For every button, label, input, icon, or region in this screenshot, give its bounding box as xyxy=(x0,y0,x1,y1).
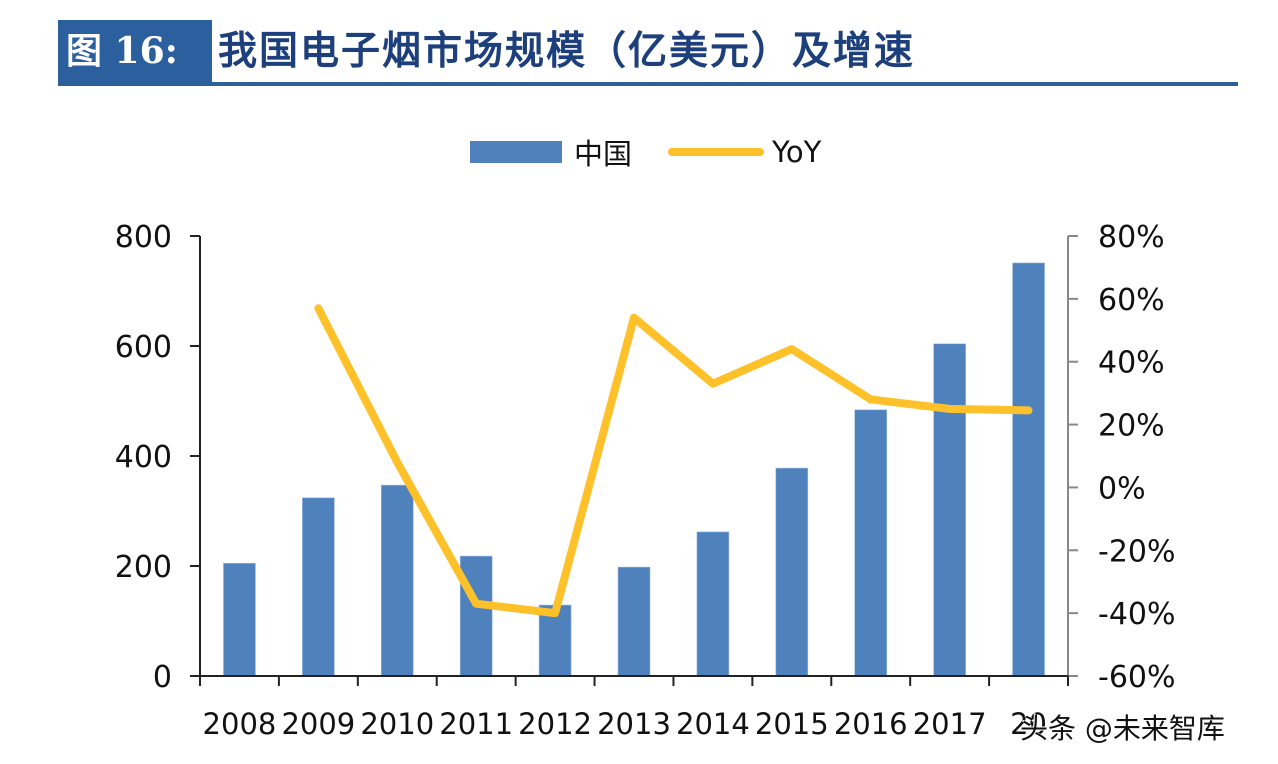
right-axis-tick-label: 60% xyxy=(1098,283,1165,318)
title-underline xyxy=(58,82,1238,86)
x-axis-tick-label: 2013 xyxy=(597,707,671,741)
right-y-axis: -60% -40% -20% 0% 20% 40% 60% 80% xyxy=(1067,220,1176,695)
x-axis-tick-label: 2008 xyxy=(203,707,277,741)
bar-2010 xyxy=(380,484,414,677)
line-series xyxy=(314,304,1033,618)
legend-bar-swatch xyxy=(470,141,562,163)
right-axis-tick-label: 40% xyxy=(1098,346,1165,381)
bar-2009 xyxy=(302,497,335,677)
legend-bar-label: 中国 xyxy=(574,137,633,171)
right-axis-tick-label: -60% xyxy=(1098,660,1176,695)
right-axis-tick-label: 80% xyxy=(1098,220,1165,255)
right-axis-tick-label: 0% xyxy=(1098,471,1146,506)
bar-2018 xyxy=(1012,262,1045,677)
left-axis-tick-label: 800 xyxy=(115,220,172,255)
left-axis-tick-label: 600 xyxy=(115,330,172,365)
x-axis-tick-label: 2014 xyxy=(676,707,750,741)
x-axis-tick-label: 2016 xyxy=(834,707,908,741)
left-y-axis: 0 200 400 600 800 xyxy=(115,220,201,695)
bar-2011 xyxy=(459,555,493,677)
right-axis-tick-label: -40% xyxy=(1098,597,1176,632)
left-axis-tick-label: 0 xyxy=(153,660,172,695)
right-axis-tick-label: 20% xyxy=(1098,409,1165,444)
x-axis-tick-label: 20 xyxy=(1010,707,1047,741)
right-axis-tick-label: -20% xyxy=(1098,534,1176,569)
x-axis-tick-label: 2012 xyxy=(518,707,592,741)
bar-2013 xyxy=(617,566,651,677)
legend-line-swatch xyxy=(668,148,765,156)
x-axis: 2008 2009 2010 2011 2012 2013 2014 2015 2016 2017… xyxy=(190,675,1069,741)
x-axis-tick-label: 2010 xyxy=(360,707,434,741)
x-axis-tick-label: 2009 xyxy=(281,707,355,741)
bar-2008 xyxy=(223,562,256,677)
watermark: 头条 @未来智库 xyxy=(1020,712,1225,745)
bar-2016 xyxy=(854,409,888,677)
x-axis-tick-label: 2015 xyxy=(755,707,829,741)
figure-header: 图 16: 我国电子烟市场规模（亿美元）及增速 xyxy=(58,20,1238,86)
left-axis-tick-label: 200 xyxy=(115,550,172,585)
x-axis-tick-label: 2011 xyxy=(439,707,513,741)
bar-2015 xyxy=(775,467,809,677)
bar-2017 xyxy=(933,343,966,677)
left-axis-tick-label: 400 xyxy=(115,440,172,475)
figure-label: 图 16: xyxy=(58,20,212,82)
yoy-line xyxy=(314,304,1033,618)
figure-title: 我国电子烟市场规模（亿美元）及增速 xyxy=(218,28,916,74)
legend-line-label: YoY xyxy=(772,135,822,169)
bar-series xyxy=(223,262,1045,677)
chart-legend: 中国 YoY xyxy=(470,132,821,172)
x-axis-tick-label: 2017 xyxy=(913,707,987,741)
bar-2014 xyxy=(696,531,730,677)
